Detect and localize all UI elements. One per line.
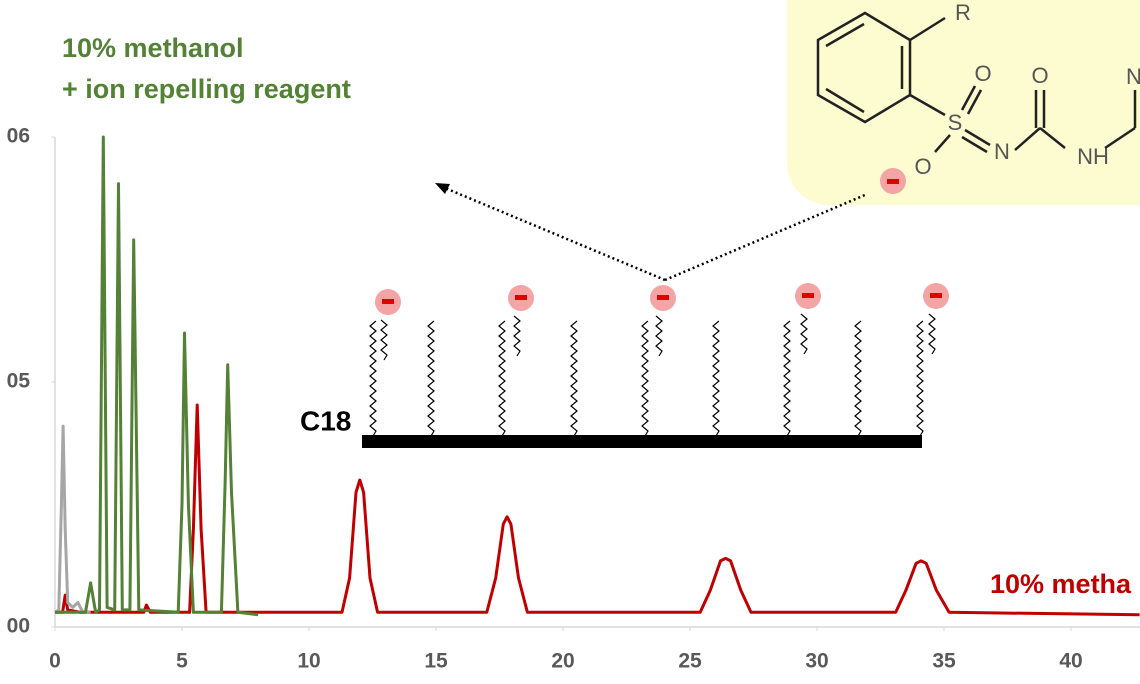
y-tick-label: 06 — [7, 125, 30, 148]
molecule-box — [787, 0, 1140, 205]
charge-sign — [930, 293, 942, 298]
molecule-label: O — [1031, 63, 1048, 88]
c18-bar — [362, 435, 922, 448]
annotation: 10% metha — [990, 569, 1132, 599]
x-tick-label: 10 — [297, 650, 320, 673]
chain — [380, 319, 388, 361]
x-tick-label: 5 — [176, 650, 188, 673]
chain — [498, 320, 506, 437]
molecule-label: NH — [1077, 144, 1109, 169]
chain — [427, 320, 435, 437]
charge-sign — [382, 299, 394, 304]
chain — [712, 320, 720, 437]
chain — [513, 315, 521, 357]
charge-box — [880, 168, 906, 194]
arrows — [444, 186, 866, 282]
molecule-label: O — [914, 154, 931, 179]
molecule-label: R — [955, 0, 971, 25]
x-tick-label: 20 — [551, 650, 574, 673]
molecule-label: N — [1126, 64, 1140, 89]
charge-sign — [515, 295, 527, 300]
molecule-label: N — [994, 139, 1010, 164]
chain — [916, 320, 924, 437]
x-tick-label: 0 — [49, 650, 61, 673]
chain — [570, 320, 578, 437]
x-tick-label: 40 — [1059, 650, 1082, 673]
molecule-label: O — [974, 61, 991, 86]
x-tick-label: 25 — [678, 650, 702, 673]
chain — [854, 320, 862, 437]
y-tick-label: 00 — [7, 615, 30, 638]
charge-sign — [657, 295, 669, 300]
y-tick-label: 05 — [7, 370, 31, 393]
stationary-phase — [369, 283, 949, 437]
chain — [800, 313, 808, 355]
series-line — [54, 424, 91, 614]
chain — [655, 315, 663, 357]
molecule-bonds — [816, 11, 1137, 154]
chain — [783, 320, 791, 437]
chain — [369, 320, 377, 437]
chain — [928, 313, 936, 355]
series-line — [55, 135, 259, 617]
x-tick-label: 35 — [932, 650, 956, 673]
annotation: 10% methanol — [62, 33, 244, 63]
annotation: + ion repelling reagent — [62, 74, 351, 104]
x-tick-label: 15 — [424, 650, 448, 673]
molecule-label: S — [948, 110, 963, 135]
charge-sign — [802, 293, 814, 298]
chain — [641, 320, 649, 437]
c18-label: C18 — [300, 405, 351, 436]
arrow-head — [435, 183, 450, 194]
x-tick-label: 30 — [805, 650, 828, 673]
